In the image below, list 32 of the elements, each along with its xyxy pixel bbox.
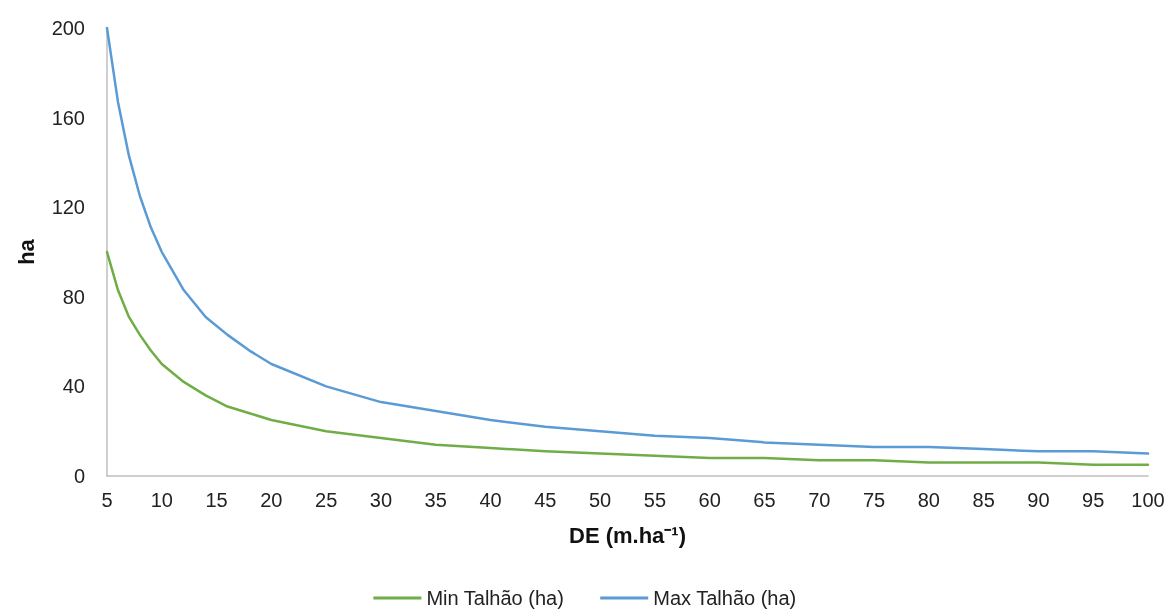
x-tick-label: 80	[917, 489, 940, 511]
y-tick-label: 40	[62, 375, 85, 398]
x-axis-title: DE (m.ha⁻¹)	[569, 522, 686, 548]
y-axis-title: ha	[13, 238, 39, 265]
x-tick-label: 5	[101, 489, 113, 511]
x-tick-label: 10	[150, 489, 173, 511]
x-tick-label: 45	[534, 489, 557, 511]
y-tick-label: 0	[73, 465, 85, 487]
x-tick-label: 90	[1027, 489, 1050, 511]
x-tick-label: 30	[369, 489, 393, 511]
x-tick-label: 95	[1082, 489, 1105, 511]
line-series	[105, 26, 1150, 455]
x-tick-label: 75	[862, 489, 886, 511]
x-tick-label: 35	[424, 489, 447, 511]
x-tick-label: 65	[753, 489, 776, 511]
legend-label: Max Talhão (ha)	[653, 587, 797, 609]
x-tick-label: 50	[588, 489, 612, 511]
x-tick-label: 25	[315, 489, 338, 511]
x-tick-label: 15	[205, 489, 228, 511]
line-series	[105, 250, 1150, 467]
y-tick-label: 160	[51, 106, 85, 129]
x-tick-label: 20	[260, 489, 283, 511]
legend-label: Min Talhão (ha)	[426, 587, 564, 609]
x-tick-label: 100	[1131, 489, 1165, 511]
x-tick-label: 55	[643, 489, 667, 511]
x-tick-label: 40	[479, 489, 502, 511]
x-tick-label: 70	[808, 489, 831, 511]
x-tick-label: 85	[972, 489, 995, 511]
y-tick-label: 120	[51, 196, 85, 219]
y-tick-label: 200	[51, 17, 85, 39]
y-tick-label: 80	[62, 285, 85, 308]
x-tick-label: 60	[698, 489, 721, 511]
